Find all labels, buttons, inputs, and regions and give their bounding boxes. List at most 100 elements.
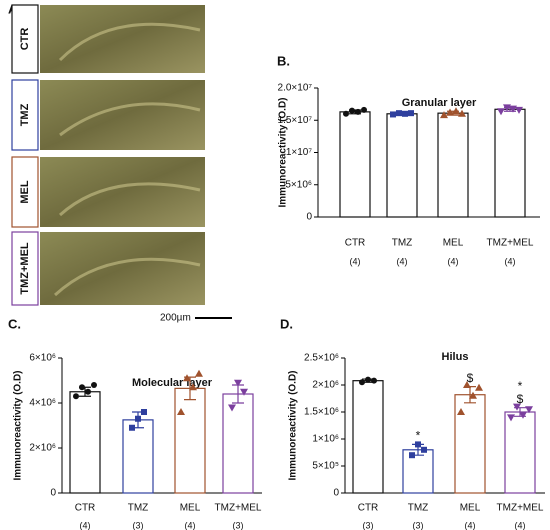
data-point — [195, 369, 203, 377]
data-point — [497, 108, 505, 116]
panel-label: B. — [277, 53, 290, 68]
sample-size: (3) — [363, 520, 374, 530]
bar — [386, 113, 418, 218]
significance-mark: * — [518, 379, 523, 393]
bar — [504, 411, 536, 494]
data-point — [457, 408, 465, 415]
x-tick-label: MEL — [443, 238, 464, 249]
data-point — [509, 105, 517, 113]
data-point — [519, 411, 527, 419]
data-point — [177, 408, 185, 415]
y-tick-label: 2×10⁶ — [29, 443, 56, 454]
data-point — [240, 388, 248, 396]
y-tick-label: 0 — [333, 488, 339, 499]
bar — [174, 387, 206, 494]
group-label: TMZ — [19, 103, 31, 126]
bar — [402, 449, 434, 494]
x-tick-label: CTR — [75, 503, 96, 514]
group-label-box — [11, 4, 39, 74]
bar — [122, 419, 154, 494]
micrograph — [40, 232, 205, 305]
y-tick-label: 1.5×10⁷ — [278, 115, 313, 126]
x-tick-label: TMZ+MEL — [487, 238, 534, 249]
bar — [69, 391, 101, 494]
data-point — [440, 111, 448, 119]
sample-size: (4) — [505, 256, 516, 266]
micrographs — [40, 5, 232, 319]
bar — [494, 108, 526, 218]
data-point — [361, 106, 367, 113]
chart-title: Molecular layer — [132, 377, 213, 389]
y-tick-label: 2.5×10⁶ — [304, 353, 339, 364]
x-tick-label: MEL — [460, 503, 481, 514]
y-tick-label: 6×10⁶ — [29, 353, 56, 364]
data-point — [371, 377, 377, 384]
chart-title: Granular layer — [402, 97, 477, 109]
y-tick-label: 1.5×10⁶ — [304, 407, 339, 418]
data-point — [415, 441, 421, 448]
data-point — [507, 414, 515, 422]
y-axis-label: Immunoreactivity (O.D) — [13, 370, 24, 480]
group-label-box — [11, 79, 39, 151]
y-tick-label: 1×10⁶ — [312, 434, 339, 445]
y-tick-label: 0 — [50, 488, 56, 499]
micrograph — [40, 5, 205, 73]
data-point — [513, 403, 521, 411]
y-tick-label: 4×10⁶ — [29, 398, 56, 409]
data-point — [129, 424, 135, 431]
scale-bar-label: 200µm — [160, 313, 191, 324]
chart-title: Hilus — [442, 351, 469, 363]
group-label-box — [11, 231, 39, 306]
bar — [339, 111, 371, 218]
data-point — [135, 415, 141, 422]
sample-size: (3) — [233, 520, 244, 530]
bar — [454, 394, 486, 494]
data-point — [228, 404, 236, 412]
y-tick-label: 2×10⁶ — [312, 380, 339, 391]
sample-size: (4) — [465, 520, 476, 530]
data-point — [446, 108, 454, 116]
data-point — [359, 379, 365, 386]
data-point — [73, 393, 79, 400]
bar — [437, 112, 469, 218]
y-tick-label: 5×10⁶ — [285, 179, 312, 190]
data-point — [189, 383, 197, 391]
data-point — [365, 376, 371, 383]
significance-mark: $ — [467, 371, 474, 385]
sample-size: (4) — [350, 256, 361, 266]
sample-size: (4) — [80, 520, 91, 530]
x-tick-label: CTR — [358, 503, 379, 514]
x-tick-label: TMZ — [408, 503, 429, 514]
data-point — [463, 381, 471, 388]
significance-mark: * — [416, 429, 421, 443]
data-point — [349, 107, 355, 114]
y-tick-label: 0 — [306, 212, 312, 223]
y-tick-label: 2.0×10⁷ — [278, 83, 313, 94]
group-label: CTR — [19, 28, 31, 51]
micrograph — [40, 157, 205, 227]
sample-size: (3) — [133, 520, 144, 530]
micrograph — [40, 80, 205, 150]
data-point — [355, 108, 361, 115]
data-point — [469, 391, 477, 399]
sample-size: (4) — [515, 520, 526, 530]
group-label: MEL — [19, 180, 31, 204]
sample-size: (3) — [413, 520, 424, 530]
y-tick-label: 5×10⁵ — [312, 461, 339, 472]
group-label-box — [11, 156, 39, 228]
x-tick-label: TMZ+MEL — [215, 503, 262, 514]
data-point — [183, 374, 191, 382]
panel-label: C. — [8, 316, 21, 331]
data-point — [515, 106, 523, 114]
data-point — [458, 109, 466, 117]
x-tick-label: MEL — [180, 503, 201, 514]
bar — [222, 393, 254, 494]
tissue-texture — [53, 22, 201, 297]
x-tick-label: TMZ — [392, 238, 413, 249]
sample-size: (4) — [448, 256, 459, 266]
data-point — [525, 406, 533, 414]
data-point — [141, 409, 147, 415]
x-tick-label: TMZ — [128, 503, 149, 514]
panel-label: D. — [280, 316, 293, 331]
significance-mark: $ — [517, 392, 524, 406]
